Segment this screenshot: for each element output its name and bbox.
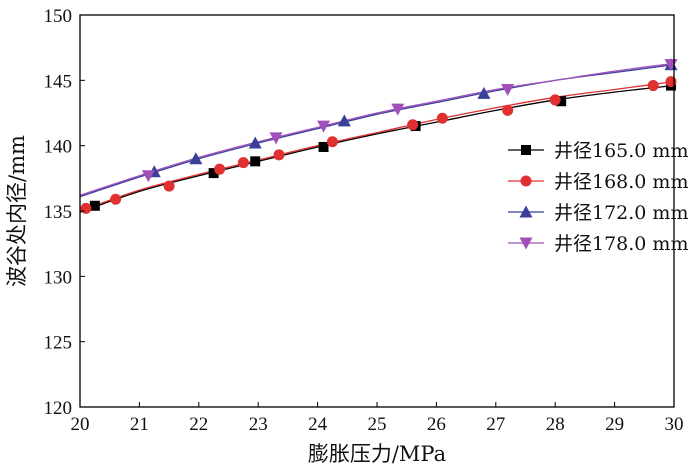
data-point-series-1 xyxy=(556,96,567,107)
data-point-series-4 xyxy=(141,170,155,183)
x-tick-label: 25 xyxy=(368,414,387,435)
axis-ticks xyxy=(79,14,675,408)
data-point-series-4 xyxy=(317,120,331,133)
y-tick-label: 140 xyxy=(44,137,73,158)
data-point-series-1 xyxy=(250,156,261,167)
x-tick-label: 26 xyxy=(427,414,446,435)
data-point-series-3 xyxy=(248,136,262,149)
data-point-series-2 xyxy=(326,136,338,148)
data-point-series-1 xyxy=(318,141,329,152)
x-tick-label: 24 xyxy=(308,414,328,435)
y-tick-label: 150 xyxy=(44,6,73,27)
y-tick-label: 145 xyxy=(44,71,73,92)
data-point-series-4 xyxy=(501,83,515,96)
data-point-series-2 xyxy=(407,119,419,131)
legend-label: 井径178.0 mm xyxy=(554,233,688,255)
data-point-series-4 xyxy=(269,132,283,145)
legend-label: 井径172.0 mm xyxy=(554,202,688,224)
data-point-series-2 xyxy=(549,94,561,106)
data-point-series-2 xyxy=(665,76,677,88)
data-point-series-1 xyxy=(208,168,219,179)
data-point-series-2 xyxy=(502,104,514,116)
x-tick-label: 29 xyxy=(605,414,624,435)
x-tick-label: 23 xyxy=(249,414,268,435)
legend-marker xyxy=(520,175,532,187)
data-point-series-3 xyxy=(189,152,203,165)
data-point-series-2 xyxy=(647,80,659,92)
x-axis-title: 膨胀压力/MPa xyxy=(308,442,446,466)
y-axis-title: 波谷处内径/mm xyxy=(5,135,29,287)
x-tick-label: 21 xyxy=(130,414,149,435)
x-tick-label: 27 xyxy=(486,414,505,435)
series-markers xyxy=(80,58,678,214)
x-tick-label: 20 xyxy=(71,414,90,435)
x-tick-label: 30 xyxy=(665,414,684,435)
y-tick-label: 125 xyxy=(44,333,73,354)
legend-label: 井径168.0 mm xyxy=(554,171,688,193)
x-tick-label: 22 xyxy=(189,414,208,435)
data-point-series-1 xyxy=(89,200,100,211)
y-tick-label: 135 xyxy=(44,202,73,223)
series-line-2 xyxy=(79,80,675,212)
data-point-series-2 xyxy=(214,163,226,175)
legend-label: 井径165.0 mm xyxy=(554,140,688,162)
y-tick-label: 120 xyxy=(44,398,73,419)
data-point-series-2 xyxy=(110,193,122,205)
data-point-series-2 xyxy=(237,157,249,169)
data-point-series-3 xyxy=(337,114,351,127)
series-line-1 xyxy=(79,84,675,213)
data-point-series-4 xyxy=(391,103,405,116)
data-point-series-2 xyxy=(163,180,175,192)
x-tick-label: 28 xyxy=(546,414,565,435)
data-point-series-2 xyxy=(436,112,448,124)
data-point-series-2 xyxy=(80,202,92,214)
series-lines xyxy=(79,62,675,213)
tick-labels: 20 21 22 23 24 25 26 27 28 29 30 120 125 130 135 140 145… xyxy=(44,6,684,435)
data-point-series-3 xyxy=(477,86,491,99)
series-line-4 xyxy=(79,62,675,196)
legend: 井径165.0 mm 井径168.0 mm 井径172.0 mm 井径178.0 mm xyxy=(508,140,688,255)
legend-marker xyxy=(519,205,533,218)
legend-marker xyxy=(519,237,533,250)
data-point-series-2 xyxy=(273,149,285,161)
y-tick-label: 130 xyxy=(44,267,73,288)
legend-marker xyxy=(521,145,531,155)
